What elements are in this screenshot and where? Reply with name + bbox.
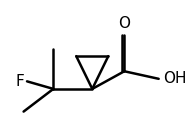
Text: O: O	[118, 16, 130, 31]
Text: OH: OH	[163, 71, 187, 86]
Text: F: F	[16, 74, 25, 89]
